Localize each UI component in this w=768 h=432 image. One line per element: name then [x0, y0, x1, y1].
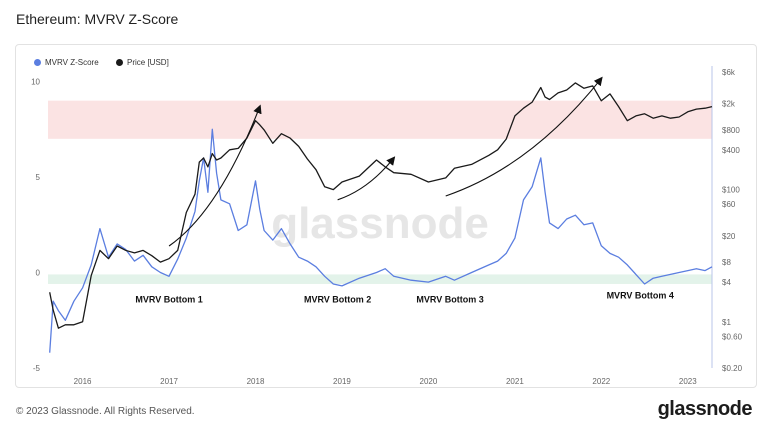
annotation-label: MVRV Bottom 3	[416, 294, 483, 304]
legend-label-mvrv: MVRV Z-Score	[45, 58, 99, 67]
y-right-tick: $400	[722, 146, 740, 155]
y-left-tick: 10	[31, 78, 40, 87]
watermark: glassnode	[271, 199, 489, 248]
legend-label-price: Price [USD]	[127, 58, 169, 67]
y-right-tick: $20	[722, 232, 736, 241]
y-right-tick: $4	[722, 278, 731, 287]
trend-arrow	[337, 156, 396, 201]
x-tick: 2019	[333, 377, 351, 386]
y-right-tick: $1	[722, 318, 731, 327]
legend-item-price[interactable]: Price [USD]	[116, 58, 169, 67]
trend-arrow	[168, 104, 262, 247]
copyright-text: © 2023 Glassnode. All Rights Reserved.	[16, 406, 195, 417]
page-title: Ethereum: MVRV Z-Score	[16, 11, 179, 27]
annotation-label: MVRV Bottom 2	[304, 294, 371, 304]
x-tick: 2020	[420, 377, 438, 386]
y-right-tick: $8	[722, 258, 731, 267]
band-overvalued	[48, 100, 712, 139]
y-right-tick: $2k	[722, 100, 736, 109]
y-right-tick: $800	[722, 126, 740, 135]
y-left-tick: 0	[36, 269, 41, 278]
y-right-tick: $0.20	[722, 364, 743, 373]
mvrv-legend-dot-icon	[34, 59, 41, 66]
y-right-tick: $60	[722, 200, 736, 209]
y-right-tick: $100	[722, 186, 740, 195]
x-tick: 2018	[247, 377, 265, 386]
y-right-tick: $0.60	[722, 332, 743, 341]
x-tick: 2021	[506, 377, 524, 386]
band-undervalued	[48, 274, 712, 284]
chart-frame	[15, 44, 757, 388]
y-right-tick: $6k	[722, 68, 736, 77]
x-tick: 2023	[679, 377, 697, 386]
y-left-tick: -5	[33, 364, 41, 373]
series-line-mvrv	[49, 128, 713, 353]
y-left-tick: 5	[36, 173, 41, 182]
series-line-price	[49, 82, 713, 329]
annotation-label: MVRV Bottom 4	[607, 290, 674, 300]
price-legend-dot-icon	[116, 59, 123, 66]
x-tick: 2017	[160, 377, 178, 386]
legend-item-mvrv[interactable]: MVRV Z-Score	[34, 58, 99, 67]
trend-arrow	[445, 76, 603, 197]
x-tick: 2022	[592, 377, 610, 386]
x-tick: 2016	[74, 377, 92, 386]
glassnode-logo: glassnode	[657, 398, 753, 420]
annotation-label: MVRV Bottom 1	[135, 294, 202, 304]
